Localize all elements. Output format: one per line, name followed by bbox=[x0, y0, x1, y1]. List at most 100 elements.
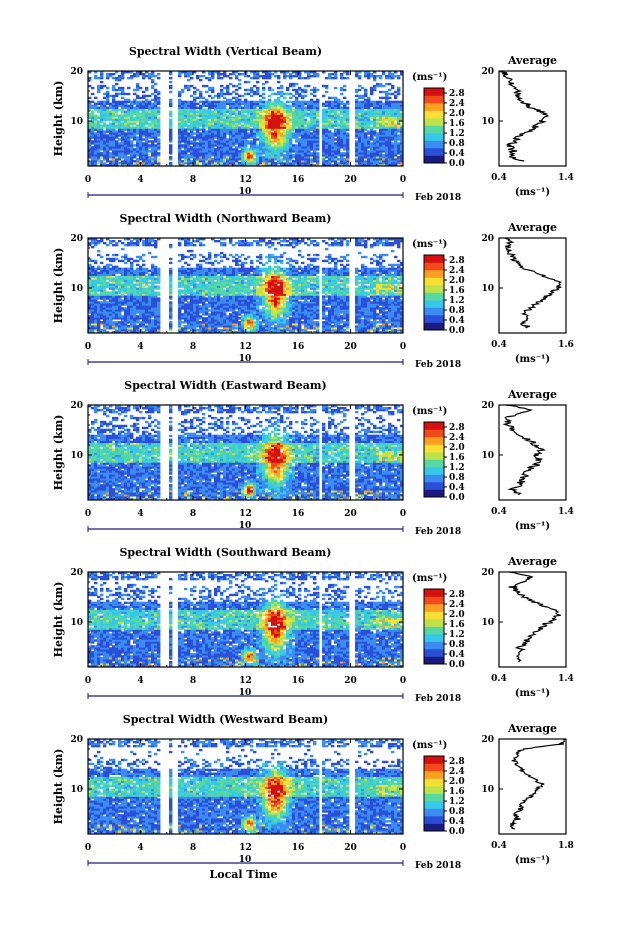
heatmap-cells bbox=[88, 572, 404, 668]
average-profile: Average 0.4 1.4 10 20 (ms⁻¹) bbox=[481, 555, 573, 699]
y-axis-label: Height (km) bbox=[52, 749, 65, 825]
y-axis-label: Height (km) bbox=[52, 248, 65, 324]
average-line bbox=[508, 571, 561, 663]
average-unit: (ms⁻¹) bbox=[515, 688, 550, 699]
x-tick-label: 16 bbox=[292, 676, 305, 686]
panel-title: Spectral Width (Eastward Beam) bbox=[124, 379, 326, 392]
panel-4: Spectral Width (Southward Beam) 0 4 8 12 16 20… bbox=[52, 546, 574, 704]
colorbar-tick-label: 0.0 bbox=[449, 159, 465, 169]
y-tick-label: 20 bbox=[70, 234, 83, 244]
y-axis-label: Height (km) bbox=[52, 582, 65, 658]
colorbar-tick-label: 2.4 bbox=[449, 266, 465, 276]
average-x-tick-label: 1.4 bbox=[558, 507, 574, 517]
date-number: 10 bbox=[239, 521, 252, 531]
average-y-tick-label: 20 bbox=[481, 568, 494, 578]
colorbar-tick-label: 0.4 bbox=[449, 817, 465, 827]
colorbar-tick-label: 2.4 bbox=[449, 600, 465, 610]
y-axis-label: Height (km) bbox=[52, 415, 65, 491]
colorbar-unit: (ms⁻¹) bbox=[412, 239, 447, 250]
colorbar-tick-label: 2.8 bbox=[449, 89, 465, 99]
x-tick-label: 12 bbox=[239, 843, 252, 853]
average-x-tick-label: 0.4 bbox=[491, 507, 507, 517]
average-y-tick-label: 10 bbox=[481, 618, 494, 628]
colorbar-tick-label: 1.2 bbox=[449, 630, 465, 640]
panel-3: Spectral Width (Eastward Beam) 0 4 8 12 16 20 0… bbox=[52, 379, 574, 537]
average-profile: Average 0.4 1.4 10 20 (ms⁻¹) bbox=[481, 54, 573, 198]
x-tick-label: 0 bbox=[85, 676, 91, 686]
average-line bbox=[499, 70, 550, 162]
colorbar-tick-label: 0.0 bbox=[449, 827, 465, 837]
x-tick-label: 8 bbox=[190, 676, 196, 686]
average-x-tick-label: 0.4 bbox=[491, 173, 507, 183]
average-y-tick-label: 20 bbox=[481, 735, 494, 745]
x-tick-label: 0 bbox=[85, 509, 91, 519]
colorbar-tick-label: 2.4 bbox=[449, 767, 465, 777]
y-tick-label: 20 bbox=[70, 67, 83, 77]
y-tick-label: 20 bbox=[70, 401, 83, 411]
colorbar-tick-label: 2.8 bbox=[449, 757, 465, 767]
colorbar-tick-label: 0.4 bbox=[449, 149, 465, 159]
average-unit: (ms⁻¹) bbox=[515, 354, 550, 365]
x-tick-label: 16 bbox=[292, 175, 305, 185]
y-axis-label: Height (km) bbox=[52, 81, 65, 157]
average-unit: (ms⁻¹) bbox=[515, 855, 550, 866]
colorbar-tick-label: 2.0 bbox=[449, 443, 465, 453]
panel-title: Spectral Width (Westward Beam) bbox=[123, 713, 328, 726]
colorbar-tick-label: 1.2 bbox=[449, 296, 465, 306]
x-tick-label: 12 bbox=[239, 676, 252, 686]
average-title: Average bbox=[507, 388, 557, 401]
date-number: 10 bbox=[239, 187, 252, 197]
colorbar-tick-label: 1.2 bbox=[449, 129, 465, 139]
heatmap-cells bbox=[88, 739, 404, 835]
colorbar: 0.00.40.81.21.62.02.42.8 bbox=[423, 755, 465, 837]
average-y-tick-label: 10 bbox=[481, 451, 494, 461]
colorbar-tick-label: 1.6 bbox=[449, 620, 465, 630]
date-label: Feb 2018 bbox=[415, 694, 461, 704]
date-number: 10 bbox=[239, 354, 252, 364]
x-axis-label: Local Time bbox=[210, 868, 278, 881]
colorbar: 0.00.40.81.21.62.02.42.8 bbox=[423, 87, 465, 169]
x-tick-label: 4 bbox=[137, 342, 143, 352]
average-title: Average bbox=[507, 54, 557, 67]
date-number: 10 bbox=[239, 688, 252, 698]
average-x-tick-label: 0.4 bbox=[491, 841, 507, 851]
x-tick-label: 16 bbox=[292, 342, 305, 352]
x-tick-label: 16 bbox=[292, 843, 305, 853]
average-title: Average bbox=[507, 722, 557, 735]
x-tick-label: 16 bbox=[292, 509, 305, 519]
average-profile: Average 0.4 1.4 10 20 (ms⁻¹) bbox=[481, 388, 573, 532]
average-y-tick-label: 10 bbox=[481, 284, 494, 294]
colorbar-tick-label: 1.2 bbox=[449, 463, 465, 473]
average-y-tick-label: 10 bbox=[481, 117, 494, 127]
colorbar-tick-label: 2.0 bbox=[449, 610, 465, 620]
colorbar-tick-label: 0.0 bbox=[449, 660, 465, 670]
x-tick-label: 0 bbox=[400, 843, 406, 853]
average-profile: Average 0.4 1.8 10 20 (ms⁻¹) bbox=[481, 722, 573, 866]
colorbar-tick-label: 2.0 bbox=[449, 777, 465, 787]
colorbar-tick-label: 2.8 bbox=[449, 423, 465, 433]
x-tick-label: 4 bbox=[137, 676, 143, 686]
colorbar-tick-label: 0.4 bbox=[449, 483, 465, 493]
x-tick-label: 4 bbox=[137, 509, 143, 519]
average-title: Average bbox=[507, 555, 557, 568]
colorbar-tick-label: 0.4 bbox=[449, 316, 465, 326]
date-number: 10 bbox=[239, 855, 252, 865]
average-unit: (ms⁻¹) bbox=[515, 187, 550, 198]
average-line bbox=[509, 738, 567, 830]
average-x-tick-label: 1.4 bbox=[558, 674, 574, 684]
heatmap-cells bbox=[88, 238, 404, 334]
colorbar-tick-label: 1.6 bbox=[449, 119, 465, 129]
panel-title: Spectral Width (Vertical Beam) bbox=[129, 45, 322, 58]
x-tick-label: 8 bbox=[190, 175, 196, 185]
colorbar-unit: (ms⁻¹) bbox=[412, 406, 447, 417]
colorbar-tick-label: 0.8 bbox=[449, 807, 465, 817]
y-tick-label: 10 bbox=[70, 284, 83, 294]
colorbar-tick-label: 2.4 bbox=[449, 433, 465, 443]
average-y-tick-label: 20 bbox=[481, 67, 494, 77]
heatmap-cells bbox=[88, 405, 404, 501]
average-unit: (ms⁻¹) bbox=[515, 521, 550, 532]
x-tick-label: 4 bbox=[137, 175, 143, 185]
x-tick-label: 20 bbox=[344, 342, 357, 352]
x-tick-label: 20 bbox=[344, 676, 357, 686]
